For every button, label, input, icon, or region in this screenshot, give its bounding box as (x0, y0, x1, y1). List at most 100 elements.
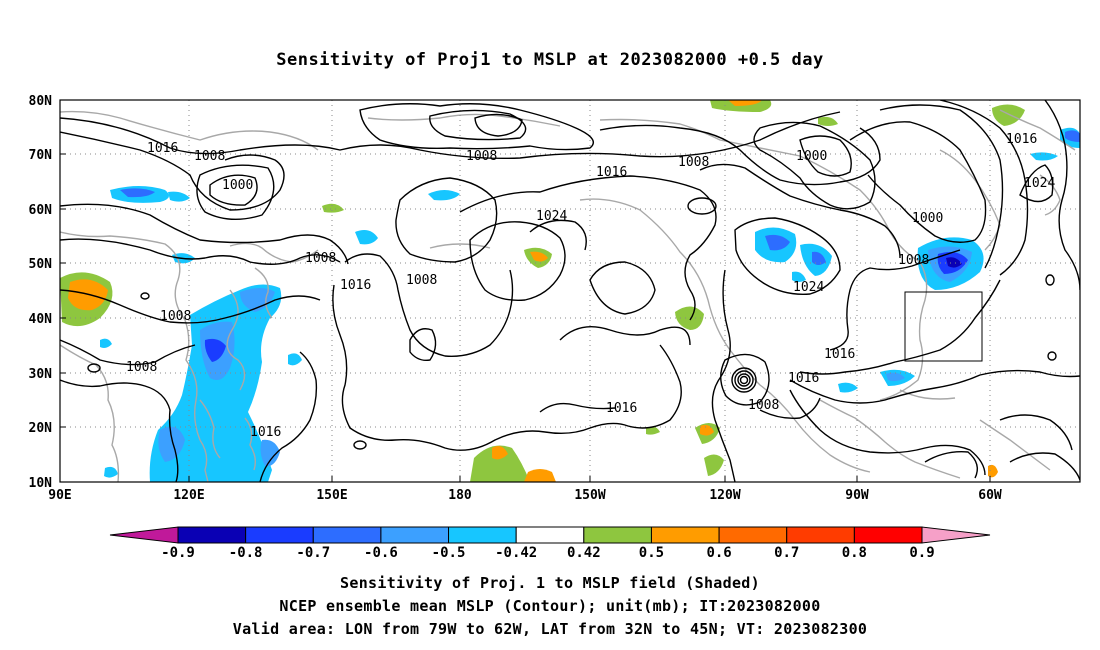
contour-label: 1016 (824, 347, 855, 362)
shade-patch (838, 382, 858, 393)
contour-line (699, 163, 901, 259)
shade-patch (168, 191, 190, 202)
contour-line (60, 289, 321, 324)
shade-patch (704, 454, 724, 476)
colorbar-label: 0.8 (842, 545, 867, 561)
contour-label: 1008 (678, 155, 709, 170)
contour-label: 1008 (194, 149, 225, 164)
shade-patch (355, 230, 378, 245)
coastline (60, 231, 201, 441)
coastline (244, 417, 257, 471)
x-tick-label: 90E (48, 488, 71, 503)
contour-line (1044, 100, 1080, 291)
coastline (60, 344, 120, 482)
contour-line (209, 174, 258, 206)
contour-label: 1016 (250, 425, 281, 440)
contour-line (711, 269, 736, 482)
contour-label: 1016 (147, 141, 178, 156)
shade-patch (700, 424, 714, 436)
shade-patch (288, 353, 302, 366)
contour-label: 1000 (222, 178, 253, 193)
contour-ring (140, 292, 150, 300)
shade-patch (322, 203, 344, 213)
colorbar: -0.9 -0.8 -0.7 -0.6 -0.5 -0.42 0.42 0.5 0.6 0.7 0.… (109, 526, 991, 561)
contour-ring (1047, 351, 1057, 361)
contour-line (539, 402, 616, 413)
validation-area-box (904, 291, 983, 362)
shade-patch (1065, 130, 1080, 142)
colorbar-swatch (177, 526, 247, 544)
contour-line (529, 219, 587, 251)
y-tick-label: 70N (29, 148, 53, 163)
colorbar-label: 0.5 (639, 545, 664, 561)
contour-line (60, 131, 285, 211)
x-tick-label: 150W (574, 488, 605, 503)
contour-line (429, 109, 527, 141)
contour-label: 1024 (536, 209, 567, 224)
coastline (599, 118, 928, 401)
colorbar-label: -0.42 (495, 545, 537, 561)
contour-line (799, 135, 852, 177)
contour-line (939, 100, 1029, 276)
shade-patch (492, 446, 508, 460)
contour-label: 1008 (406, 273, 437, 288)
colorbar-swatch (312, 526, 382, 544)
contour-line (1019, 164, 1054, 203)
shade-patch (260, 439, 280, 467)
coastline (226, 289, 246, 391)
contour-label: 1016 (596, 165, 627, 180)
shade-patch (818, 116, 838, 126)
contour-line (924, 451, 978, 479)
contour-line (60, 238, 341, 265)
coastlines (60, 109, 1076, 482)
contour-line (359, 103, 594, 151)
shade-patch (158, 426, 185, 462)
contour-line (759, 397, 821, 420)
contour-line (599, 124, 881, 186)
shade-patch (524, 469, 556, 482)
shade-patch (470, 445, 530, 482)
shade-patch (946, 257, 962, 268)
shade-patch (149, 284, 282, 482)
x-axis-labels: 90E 120E 150E 180 150W 120W 90W 60W (48, 488, 1002, 503)
contour-label: 1000 (796, 149, 827, 164)
x-tick-label: 90W (845, 488, 869, 503)
colorbar-swatch (448, 526, 517, 544)
coastline (60, 110, 319, 151)
coastline (819, 399, 961, 479)
colorbar-label: -0.9 (161, 545, 195, 561)
contour-line (799, 279, 1001, 375)
plot-frame (59, 99, 1081, 483)
contour-line (344, 253, 514, 357)
contour-line (789, 389, 986, 476)
shade-patch (886, 372, 905, 382)
contour-label: 1016 (606, 401, 637, 416)
contour-label: 1016 (788, 371, 819, 386)
x-tick-label: 120W (709, 488, 740, 503)
contour-line (395, 177, 498, 263)
contour-ring (737, 373, 751, 387)
contour-line (999, 414, 1073, 451)
contour-label: 1024 (1024, 176, 1055, 191)
gridlines (60, 100, 1080, 482)
shade-patch (1030, 152, 1058, 161)
contour-ring (734, 370, 754, 390)
contour-label: 1008 (898, 253, 929, 268)
y-tick-label: 20N (29, 421, 53, 436)
shade-patch (120, 188, 155, 198)
y-axis-labels: 80N 70N 60N 50N 40N 30N 20N 10N (29, 94, 53, 491)
coastline (1039, 174, 1061, 216)
contour-label: 1000 (912, 211, 943, 226)
contour-line (789, 369, 1080, 404)
coastline (199, 399, 221, 459)
contour-ring (687, 197, 717, 215)
contour-label: 1016 (1006, 132, 1037, 147)
shade-patch (204, 338, 226, 362)
contour-line (474, 113, 523, 137)
y-tick-label: 60N (29, 203, 53, 218)
caption-contour: NCEP ensemble mean MSLP (Contour); unit(… (279, 597, 821, 615)
contour-label: 1008 (466, 149, 497, 164)
coastline (199, 439, 209, 482)
coastline (899, 389, 956, 400)
y-tick-label: 30N (29, 367, 53, 382)
